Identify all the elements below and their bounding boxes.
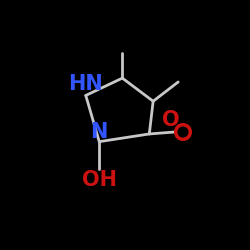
Text: HN: HN [68, 74, 103, 94]
Text: OH: OH [82, 170, 117, 190]
Text: O: O [162, 110, 179, 130]
Text: N: N [90, 122, 108, 142]
